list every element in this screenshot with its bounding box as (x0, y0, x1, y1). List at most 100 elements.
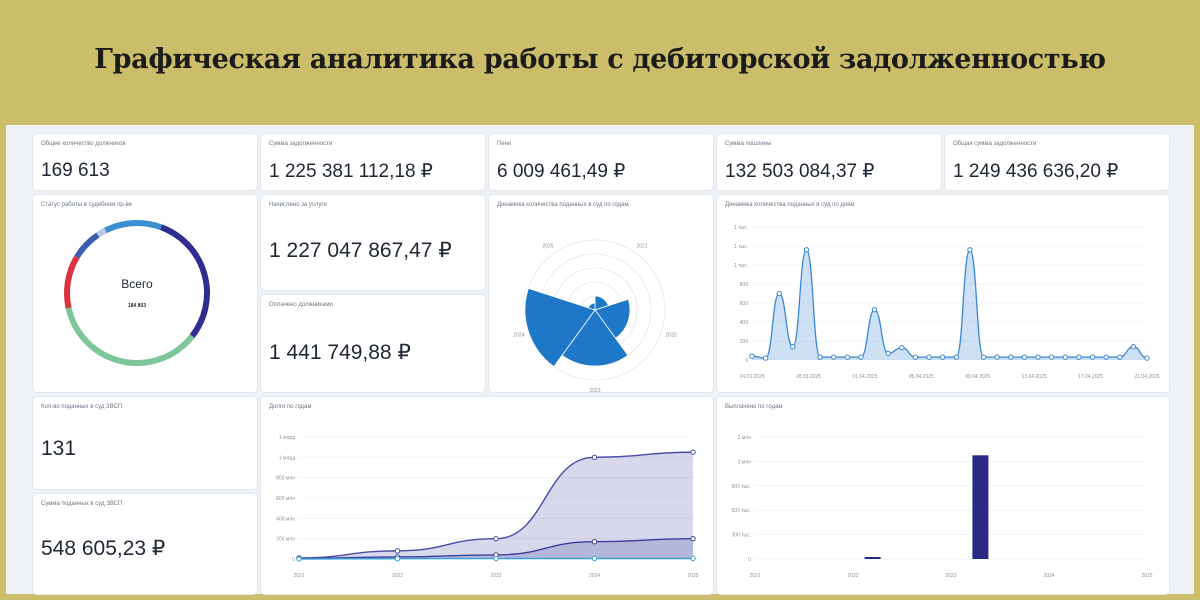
zvsp-sum-card[interactable]: Сумма поданных в суд ЗВСП 548 605,23 ₽ (33, 494, 257, 594)
x-tick-label: 2025 (687, 573, 698, 579)
polar-slice (561, 309, 629, 367)
data-point (1130, 344, 1137, 350)
polar-slice (594, 298, 631, 339)
data-point (899, 344, 905, 351)
debts-by-year-card[interactable]: Долги по годам 0 200 млн 400 млн 600 млн 800… (261, 397, 713, 594)
x-tick-label: 2024 (589, 573, 600, 579)
data-point (1103, 354, 1109, 360)
data-point (591, 454, 598, 461)
data-point (967, 247, 973, 253)
data-point (790, 344, 796, 350)
paid-by-year-card[interactable]: Выплачено по годам 0 300 тыс. 600 тыс. 900 … (717, 397, 1169, 594)
kpi-value: 169 613 (41, 160, 110, 181)
y-tick-label: 2 млн (738, 435, 752, 441)
x-tick-label: 21.04.2025 (1134, 374, 1159, 380)
polar-category-label: 2025 (542, 243, 553, 249)
y-tick-label: 800 (740, 282, 749, 288)
polar-slice (524, 287, 596, 368)
data-point (858, 354, 864, 360)
bar (864, 557, 881, 559)
kpi-label: Сумма задолженности (269, 141, 333, 147)
donut-center-value: 184 803 (128, 303, 146, 309)
donut-center-label: Всего (121, 277, 153, 291)
donut-segment (96, 227, 107, 238)
data-point (493, 535, 499, 542)
x-tick-label: 2025 (1141, 573, 1152, 579)
x-tick-label: 2021 (749, 573, 760, 579)
x-tick-label: 2024 (1043, 573, 1054, 579)
data-point (844, 354, 851, 360)
data-point (871, 306, 878, 313)
court-status-card[interactable]: Статус работы в судебном пр-ве Всего 184… (33, 195, 257, 392)
data-point (939, 354, 946, 360)
chart-title: Динамика количества поданных в суд по го… (497, 202, 629, 208)
dashboard: Общее количество должников 169 613 Сумма… (6, 125, 1194, 594)
data-point (994, 354, 1000, 360)
kpi-value: 132 503 084,37 ₽ (725, 161, 875, 182)
data-point (394, 548, 401, 554)
area-fill (299, 452, 693, 559)
data-point (296, 556, 302, 562)
kpi-total-debt[interactable]: Общая сумма задолженности 1 249 436 636,… (945, 134, 1169, 190)
polar-category-label: 2024 (513, 333, 524, 339)
y-tick-label: 400 млн (276, 516, 295, 522)
x-tick-label: 2023 (490, 573, 501, 579)
kpi-debt-sum[interactable]: Сумма задолженности 1 225 381 112,18 ₽ (261, 134, 485, 190)
y-tick-label: 400 (740, 320, 749, 326)
kpi-value: 6 009 461,49 ₽ (497, 161, 626, 182)
polar-category-label: 2023 (589, 388, 600, 392)
y-tick-label: 200 (740, 339, 749, 345)
polar-category-label: 2021 (636, 243, 647, 249)
x-tick-label: 24.03.2025 (739, 374, 764, 380)
chart-title: Долги по годам (269, 404, 312, 410)
x-tick-label: 09.04.2025 (965, 374, 990, 380)
data-point (1076, 354, 1082, 360)
y-tick-label: 600 тыс. (731, 508, 751, 514)
y-tick-label: 0 (748, 557, 751, 563)
data-point (776, 290, 782, 297)
x-tick-label: 2021 (293, 573, 304, 579)
data-point (1144, 355, 1150, 361)
yearly-filings-card[interactable]: Динамика количества поданных в суд по го… (489, 195, 713, 392)
data-point (690, 535, 696, 542)
kpi-debtors-count[interactable]: Общее количество должников 169 613 (33, 134, 257, 190)
donut-segment (64, 255, 80, 309)
y-tick-label: 800 млн (276, 476, 295, 482)
yearly-filings-polar-chart: 2021 2022 2023 2024 2025 (513, 239, 677, 392)
header: Графическая аналитика работы с дебиторск… (0, 0, 1200, 125)
data-point (394, 555, 401, 562)
kpi-value: 1 249 436 636,20 ₽ (953, 161, 1119, 182)
y-tick-label: 1 тыс. (734, 263, 748, 269)
data-point (591, 555, 598, 562)
kpi-value: 548 605,23 ₽ (41, 537, 166, 560)
accrued-card[interactable]: Начислено за услуги 1 227 047 867,47 ₽ (261, 195, 485, 290)
y-tick-label: 1 млрд (279, 435, 295, 441)
data-point (831, 354, 837, 360)
x-tick-label: 05.04.2025 (909, 374, 934, 380)
paid-card[interactable]: Оплачено должниками 1 441 749,88 ₽ (261, 295, 485, 392)
kpi-label: Общая сумма задолженности (953, 141, 1037, 147)
donut-segment (159, 224, 210, 338)
kpi-duty-sum[interactable]: Сумма пошлины 132 503 084,37 ₽ (717, 134, 941, 190)
daily-filings-card[interactable]: Динамика количества поданных в суд по дн… (717, 195, 1169, 392)
area-fill (752, 249, 1147, 360)
chart-title: Динамика количества поданных в суд по дн… (725, 202, 855, 208)
debts-by-year-area-chart: 0 200 млн 400 млн 600 млн 800 млн 1 млрд 1 млр… (276, 435, 699, 579)
data-point (690, 449, 696, 455)
data-point (762, 355, 769, 361)
x-tick-label: 2022 (392, 573, 403, 579)
kpi-penalties[interactable]: Пени 6 009 461,49 ₽ (489, 134, 713, 190)
x-tick-label: 2023 (945, 573, 956, 579)
kpi-value: 131 (41, 437, 77, 460)
page-title: Графическая аналитика работы с дебиторск… (94, 44, 1106, 75)
chart-title: Выплачено по годам (725, 404, 783, 410)
zvsp-count-card[interactable]: Кол-во поданных в суд ЗВСП 131 (33, 397, 257, 489)
kpi-label: Оплачено должниками (269, 302, 333, 308)
polar-slice (587, 302, 596, 311)
polar-category-label: 2022 (666, 333, 677, 339)
data-point (591, 539, 598, 545)
data-point (980, 354, 987, 360)
kpi-label: Сумма поданных в суд ЗВСП (41, 501, 123, 507)
x-tick-label: 13.04.2025 (1022, 374, 1047, 380)
kpi-value: 1 227 047 867,47 ₽ (269, 239, 452, 262)
